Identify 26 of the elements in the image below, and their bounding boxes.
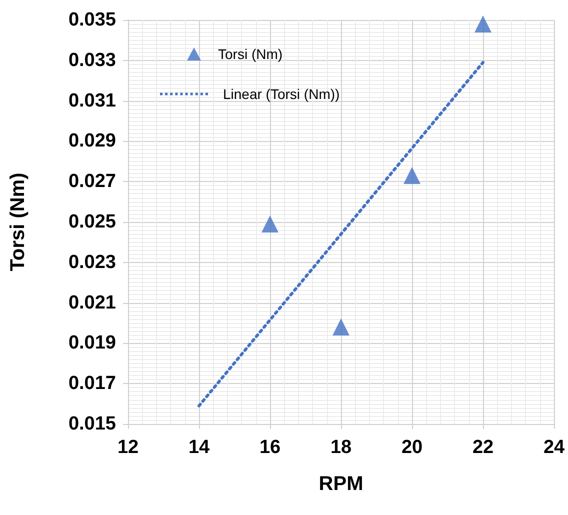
y-tick-label: 0.015 — [68, 414, 116, 434]
y-tick-label: 0.019 — [68, 332, 116, 354]
legend-label: Torsi (Nm) — [218, 46, 283, 62]
x-tick-label: 22 — [472, 437, 494, 458]
x-tick-label: 24 — [543, 437, 565, 458]
x-tick-label: 14 — [188, 437, 210, 458]
y-tick-label: 0.017 — [68, 373, 116, 394]
legend-label: Linear (Torsi (Nm)) — [223, 86, 340, 102]
y-axis-title: Torsi (Nm) — [7, 172, 29, 272]
y-tick-label: 0.029 — [68, 130, 116, 152]
y-tick-label: 0.027 — [68, 171, 116, 192]
y-tick-label: 0.035 — [68, 10, 116, 30]
y-tick-label: 0.031 — [68, 90, 116, 112]
y-tick-label: 0.021 — [68, 292, 116, 314]
x-tick-label: 12 — [117, 437, 139, 458]
y-tick-label: 0.025 — [68, 212, 116, 232]
y-tick-label: 0.023 — [68, 252, 116, 273]
x-tick-label: 20 — [401, 437, 423, 458]
x-tick-label: 18 — [330, 437, 352, 458]
point — [474, 16, 492, 33]
point — [262, 216, 278, 233]
y-tick-label: 0.033 — [68, 50, 116, 71]
point — [332, 318, 350, 336]
x-axis-title: RPM — [318, 473, 364, 495]
point — [404, 167, 420, 184]
x-tick-label: 16 — [259, 437, 281, 458]
